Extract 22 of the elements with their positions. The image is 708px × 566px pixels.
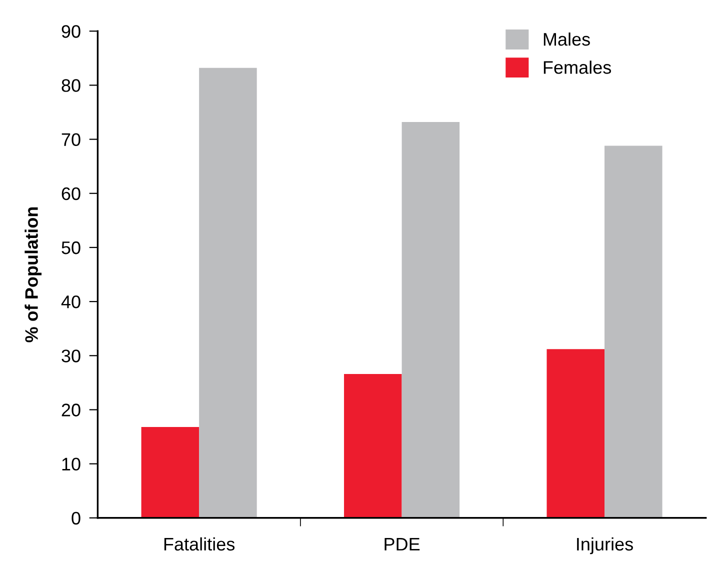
x-tick-label: PDE <box>384 538 420 550</box>
y-tick-label: 40 <box>61 295 80 308</box>
y-tick-label: 30 <box>62 350 80 362</box>
y-tick-label: 70 <box>62 133 80 146</box>
bar <box>141 427 200 518</box>
legend-label: Males <box>544 32 590 46</box>
y-axis-title: % of Population <box>24 207 42 342</box>
bar <box>199 68 257 518</box>
legend-label: Females <box>544 60 612 74</box>
y-tick-label: 0 <box>72 512 80 525</box>
y-tick-label: 20 <box>62 404 80 416</box>
bar <box>546 349 605 518</box>
bar <box>604 146 662 518</box>
bar <box>344 374 402 518</box>
y-tick-label: 10 <box>62 458 80 471</box>
bar <box>402 122 460 518</box>
y-tick-label: 90 <box>62 25 80 38</box>
y-tick-label: 60 <box>62 187 80 200</box>
y-tick-label: 50 <box>62 241 80 254</box>
x-tick-label: Injuries <box>577 537 633 554</box>
x-tick-label: Fatalities <box>164 537 235 551</box>
y-tick-label: 80 <box>62 79 80 92</box>
